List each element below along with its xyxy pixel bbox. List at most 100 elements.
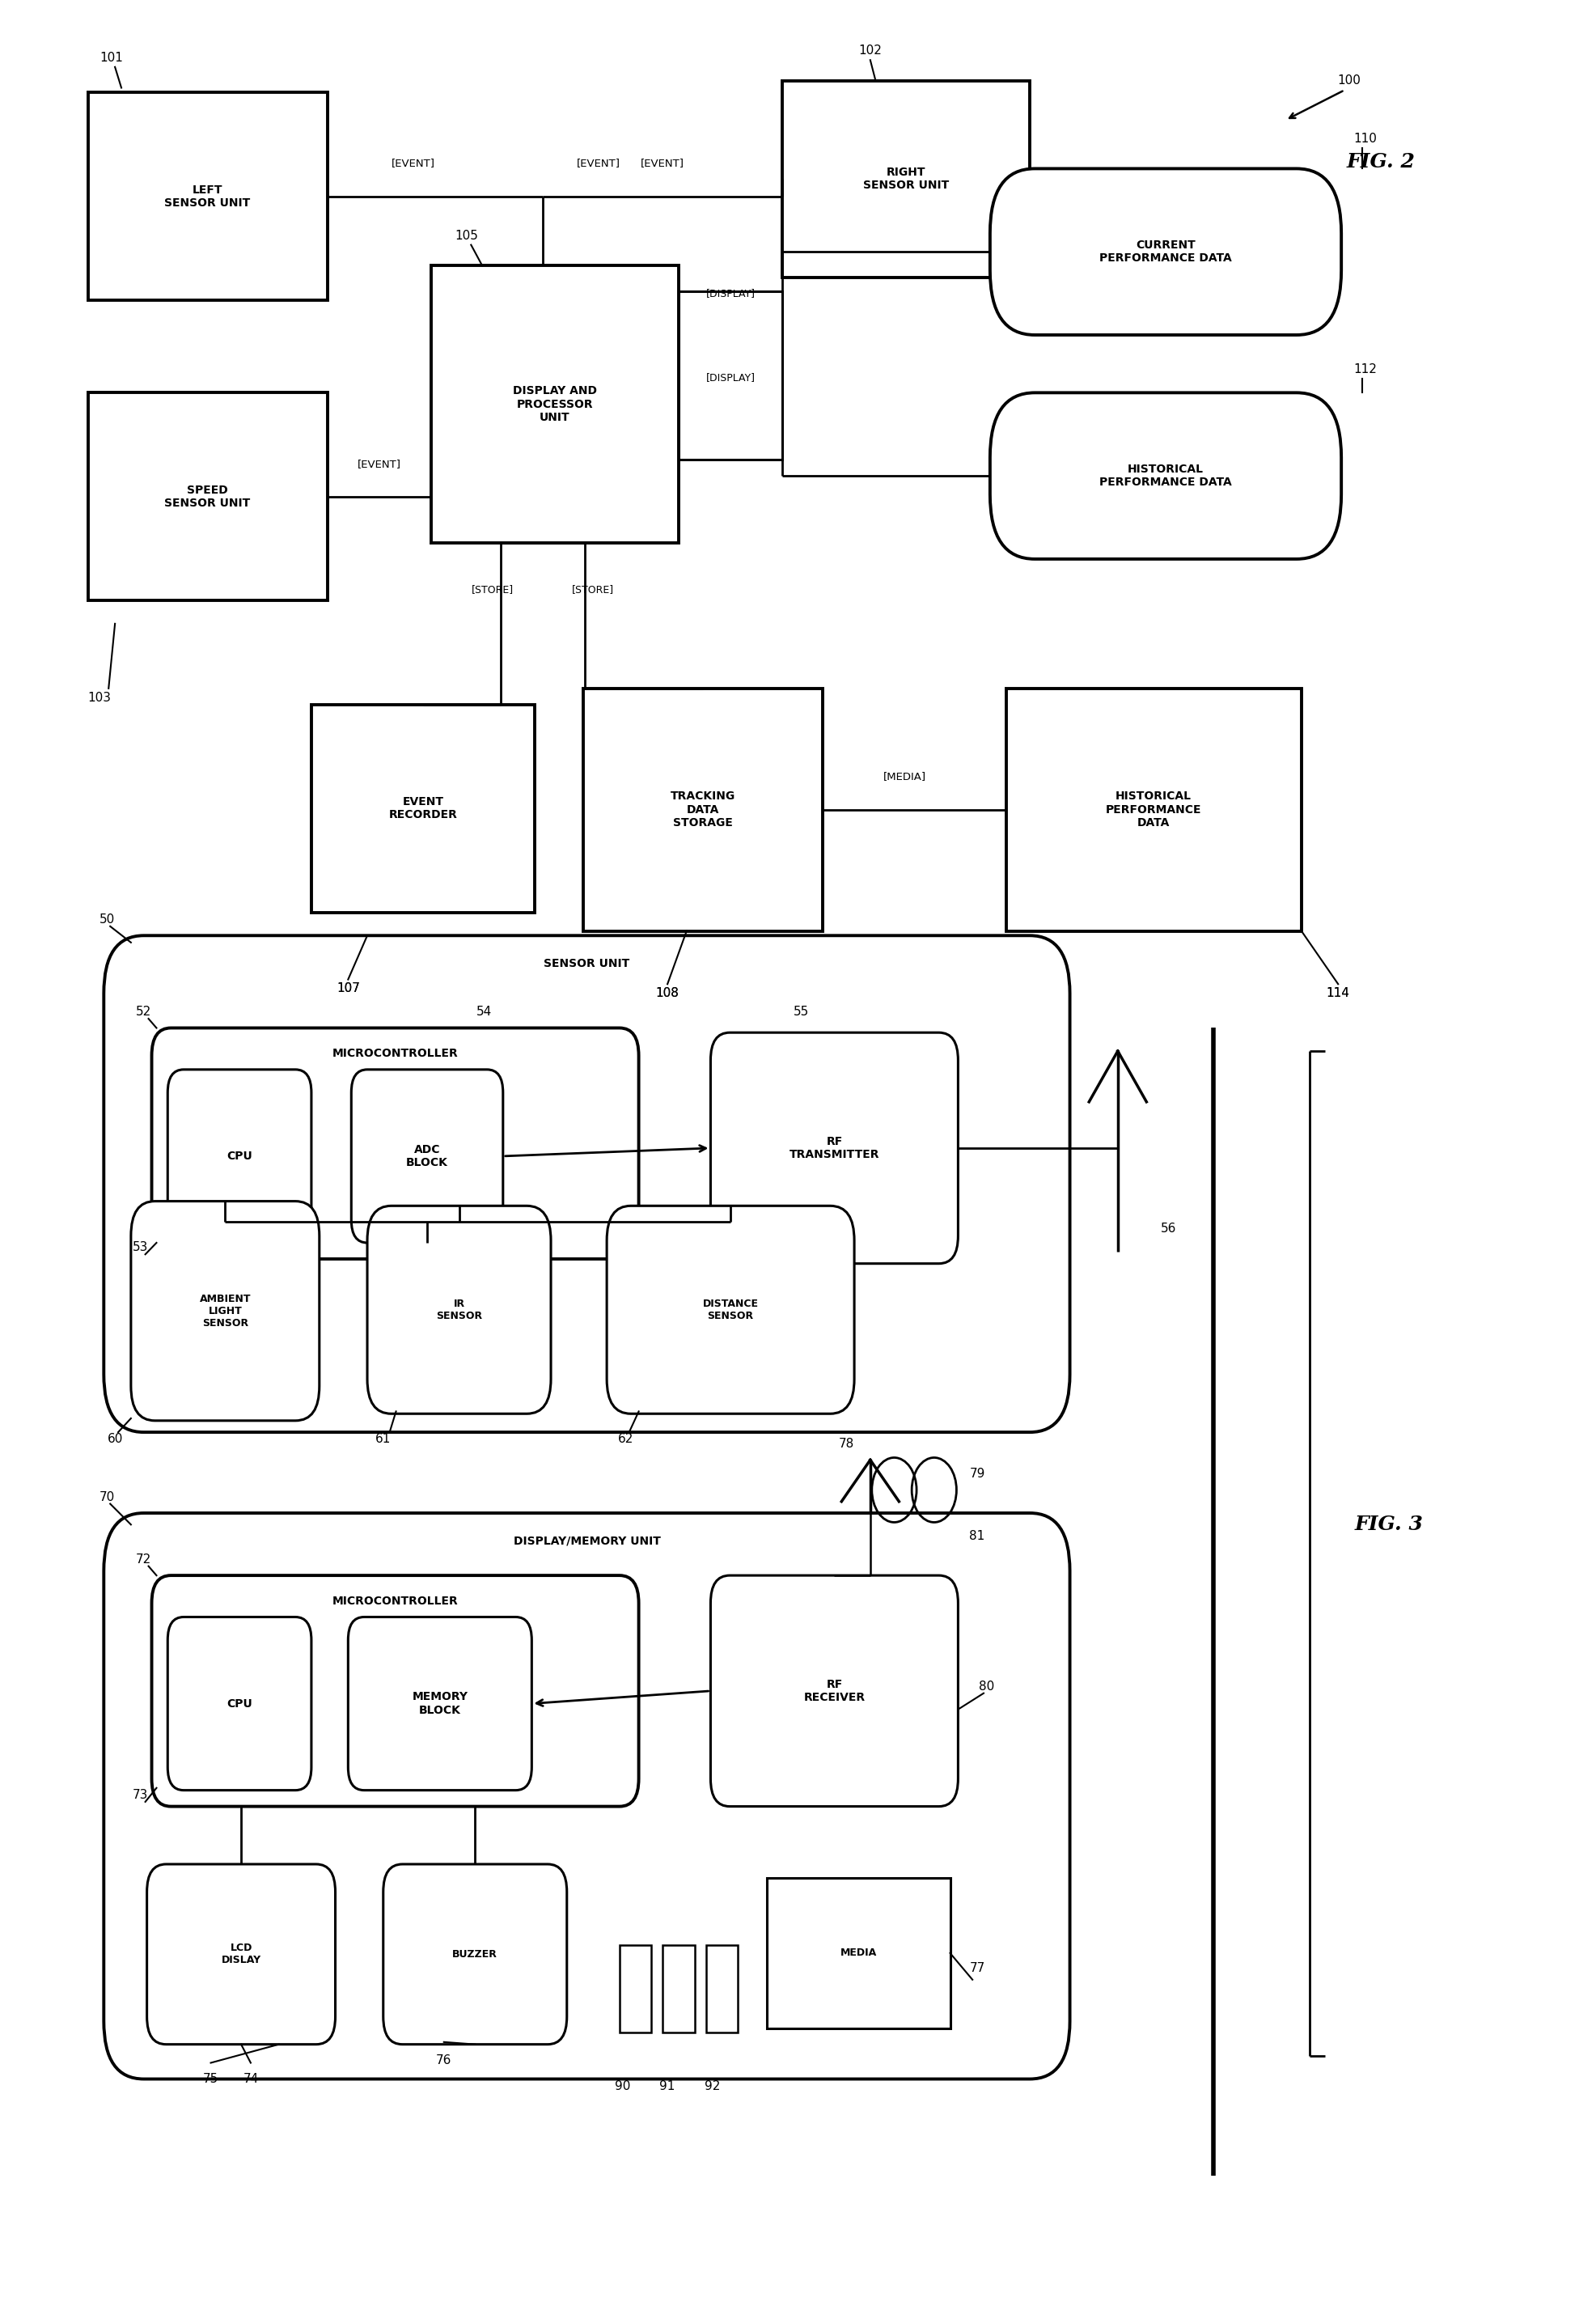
Text: 107: 107 (337, 982, 359, 996)
Text: 55: 55 (793, 1005, 809, 1019)
FancyBboxPatch shape (990, 393, 1341, 559)
FancyBboxPatch shape (131, 1201, 319, 1421)
Text: MEMORY
BLOCK: MEMORY BLOCK (412, 1691, 468, 1716)
Text: TRACKING
DATA
STORAGE: TRACKING DATA STORAGE (670, 790, 734, 829)
Text: SPEED
SENSOR UNIT: SPEED SENSOR UNIT (164, 485, 251, 508)
Text: 108: 108 (656, 986, 678, 1000)
Text: 102: 102 (859, 44, 881, 58)
Text: 61: 61 (375, 1432, 391, 1446)
Text: 107: 107 (337, 982, 359, 996)
FancyBboxPatch shape (383, 1864, 567, 2044)
FancyBboxPatch shape (990, 169, 1341, 335)
Text: 114: 114 (1326, 986, 1349, 1000)
Bar (662, 1945, 694, 2033)
Text: CPU: CPU (227, 1150, 252, 1162)
Bar (583, 688, 822, 931)
Text: 53: 53 (132, 1240, 148, 1254)
Text: 81: 81 (969, 1529, 985, 1543)
FancyBboxPatch shape (710, 1033, 958, 1264)
Text: MICROCONTROLLER: MICROCONTROLLER (332, 1596, 458, 1605)
FancyBboxPatch shape (152, 1028, 638, 1259)
Text: [EVENT]: [EVENT] (391, 157, 436, 169)
FancyBboxPatch shape (168, 1070, 311, 1243)
FancyBboxPatch shape (168, 1617, 311, 1790)
Text: BUZZER: BUZZER (452, 1950, 498, 1959)
Text: 73: 73 (132, 1788, 148, 1802)
Text: RF
TRANSMITTER: RF TRANSMITTER (788, 1137, 879, 1160)
Text: CPU: CPU (227, 1698, 252, 1709)
Bar (619, 1945, 651, 2033)
Bar (1005, 688, 1301, 931)
Text: DISTANCE
SENSOR: DISTANCE SENSOR (702, 1298, 758, 1321)
Text: 79: 79 (969, 1467, 985, 1481)
Text: 114: 114 (1326, 986, 1349, 1000)
Text: LCD
DISLAY: LCD DISLAY (222, 1943, 260, 1966)
Text: 75: 75 (203, 2072, 219, 2086)
Text: MICROCONTROLLER: MICROCONTROLLER (332, 1049, 458, 1058)
Text: 50: 50 (99, 912, 115, 926)
Text: 92: 92 (704, 2079, 720, 2093)
Text: 78: 78 (838, 1437, 854, 1451)
Bar (678, 291, 782, 460)
Text: 108: 108 (656, 986, 678, 1000)
Text: HISTORICAL
PERFORMANCE DATA: HISTORICAL PERFORMANCE DATA (1100, 464, 1231, 487)
FancyBboxPatch shape (710, 1575, 958, 1806)
FancyBboxPatch shape (104, 936, 1069, 1432)
Text: [STORE]: [STORE] (571, 584, 613, 596)
Text: SENSOR UNIT: SENSOR UNIT (544, 959, 629, 968)
Text: FIG. 3: FIG. 3 (1355, 1515, 1422, 1534)
Text: [STORE]: [STORE] (471, 584, 514, 596)
Text: HISTORICAL
PERFORMANCE
DATA: HISTORICAL PERFORMANCE DATA (1104, 790, 1202, 829)
FancyBboxPatch shape (152, 1575, 638, 1806)
Text: 80: 80 (978, 1679, 994, 1693)
Text: 62: 62 (618, 1432, 634, 1446)
Text: 72: 72 (136, 1552, 152, 1566)
Bar (88, 393, 327, 601)
Text: 91: 91 (659, 2079, 675, 2093)
Text: 56: 56 (1160, 1222, 1176, 1236)
Text: 74: 74 (243, 2072, 259, 2086)
Text: RF
RECEIVER: RF RECEIVER (803, 1679, 865, 1702)
Text: DISPLAY/MEMORY UNIT: DISPLAY/MEMORY UNIT (512, 1536, 661, 1545)
FancyBboxPatch shape (147, 1864, 335, 2044)
Bar (705, 1945, 737, 2033)
FancyBboxPatch shape (351, 1070, 503, 1243)
Text: [EVENT]: [EVENT] (576, 157, 621, 169)
Text: MEDIA: MEDIA (839, 1947, 876, 1959)
FancyBboxPatch shape (367, 1206, 551, 1414)
Text: IR
SENSOR: IR SENSOR (436, 1298, 482, 1321)
Text: 103: 103 (88, 691, 110, 705)
Bar (782, 81, 1029, 277)
Bar (431, 266, 678, 543)
Text: 70: 70 (99, 1490, 115, 1504)
Text: 105: 105 (455, 229, 477, 243)
Text: [EVENT]: [EVENT] (358, 457, 401, 469)
Text: 54: 54 (476, 1005, 492, 1019)
Bar (311, 705, 535, 912)
Text: 110: 110 (1353, 132, 1376, 146)
Text: 101: 101 (101, 51, 123, 65)
Text: 100: 100 (1337, 74, 1360, 88)
Text: FIG. 2: FIG. 2 (1347, 152, 1414, 171)
Bar (88, 92, 327, 300)
Text: DISPLAY AND
PROCESSOR
UNIT: DISPLAY AND PROCESSOR UNIT (512, 386, 597, 423)
Text: EVENT
RECORDER: EVENT RECORDER (389, 797, 456, 820)
Text: AMBIENT
LIGHT
SENSOR: AMBIENT LIGHT SENSOR (200, 1294, 251, 1328)
Text: RIGHT
SENSOR UNIT: RIGHT SENSOR UNIT (863, 166, 948, 192)
Text: [MEDIA]: [MEDIA] (883, 772, 926, 781)
FancyBboxPatch shape (104, 1513, 1069, 2079)
Text: 77: 77 (969, 1961, 985, 1975)
Text: [DISPLAY]: [DISPLAY] (705, 372, 755, 383)
Bar (766, 1878, 950, 2028)
Text: CURRENT
PERFORMANCE DATA: CURRENT PERFORMANCE DATA (1100, 240, 1231, 263)
Text: LEFT
SENSOR UNIT: LEFT SENSOR UNIT (164, 185, 251, 208)
Text: 60: 60 (107, 1432, 123, 1446)
Text: [DISPLAY]: [DISPLAY] (705, 289, 755, 298)
Text: ADC
BLOCK: ADC BLOCK (405, 1143, 448, 1169)
FancyBboxPatch shape (348, 1617, 531, 1790)
Text: [EVENT]: [EVENT] (640, 157, 685, 169)
Text: 76: 76 (436, 2054, 452, 2067)
Text: 90: 90 (614, 2079, 630, 2093)
Text: 112: 112 (1353, 363, 1376, 377)
FancyBboxPatch shape (606, 1206, 854, 1414)
